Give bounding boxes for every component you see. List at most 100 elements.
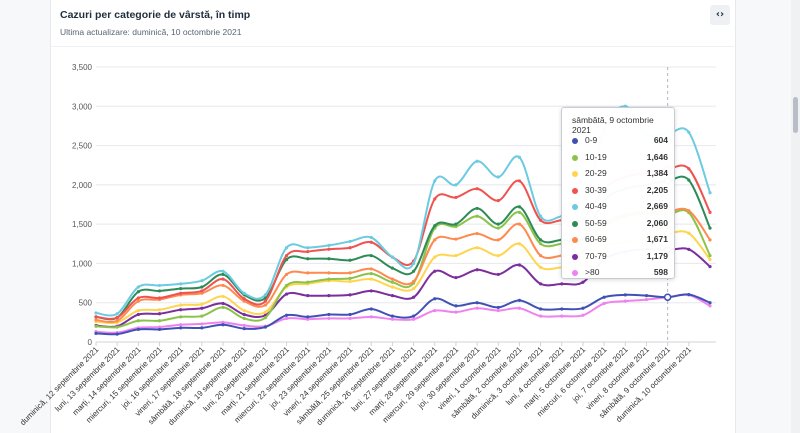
data-point [348,312,352,317]
data-point [687,130,691,134]
data-point [708,301,712,305]
data-point [433,238,437,242]
data-point [687,167,691,171]
data-point [136,308,140,313]
y-tick-label: 2,000 [72,181,93,190]
data-point [687,292,691,297]
data-point [115,312,119,316]
data-point [454,275,458,280]
data-point [581,313,585,317]
data-point [369,277,373,281]
data-point [708,191,712,195]
data-point [433,269,437,273]
data-point [306,315,310,319]
header-divider [50,46,734,47]
data-point [221,272,225,277]
series-line->80 [95,293,711,334]
data-point [284,257,289,262]
data-point [327,271,331,275]
data-point [496,226,500,230]
tooltip-row: >80 598 [572,266,668,280]
data-point [200,322,204,326]
data-point [179,291,183,295]
data-point [242,323,246,328]
data-point [433,308,437,313]
data-point [687,247,691,251]
data-point [157,283,162,288]
data-point [433,224,437,228]
data-point [263,293,267,297]
data-point [390,285,395,289]
data-point [539,242,543,246]
last-update-subtitle: Ultima actualizare: duminică, 10 octombr… [60,27,242,37]
series-dot-icon [572,270,578,276]
data-point [687,231,691,235]
data-point [306,250,310,254]
chart-title: Cazuri per categorie de vârstă, în timp [60,9,251,21]
data-point [200,306,204,310]
data-point [348,246,352,250]
data-point [496,272,500,277]
y-tick-label: 1,000 [72,259,93,268]
data-point [200,291,204,295]
data-point [327,247,331,251]
tooltip-series-value: 1,384 [646,168,668,178]
data-point [517,205,522,209]
data-point [179,326,183,330]
data-point [136,327,140,332]
data-point [94,324,98,328]
data-point [221,323,225,327]
data-point [560,282,564,286]
data-point [369,272,373,276]
scrollbar-thumb[interactable] [793,97,798,133]
data-point [369,240,373,244]
y-tick-label: 3,500 [72,63,93,72]
data-point [179,286,183,291]
data-point [136,290,140,294]
data-point [517,155,522,159]
data-point [433,197,437,201]
data-point [539,307,543,311]
data-point [242,316,246,321]
data-point [369,267,373,271]
data-point [475,187,479,191]
data-point [496,198,500,203]
data-point [517,306,522,310]
data-point [306,257,310,261]
y-tick-label: 1,500 [72,220,93,229]
data-point [242,308,246,313]
data-point [284,316,289,321]
expand-code-button[interactable]: ‹› [710,5,730,25]
data-point [475,301,479,305]
chart-tooltip: sâmbătă, 9 octombrie 2021 0-9 604 10-19 1,6… [561,107,675,279]
tooltip-row: 60-69 1,671 [572,233,668,247]
data-point [687,209,691,213]
data-point [242,312,246,317]
tooltip-series-label: 60-69 [585,234,607,244]
data-point [539,238,543,242]
data-point [157,325,162,329]
data-point [496,305,500,310]
tooltip-series-value: 1,646 [646,151,668,162]
data-point [327,294,331,298]
data-point [454,304,458,308]
data-point [390,255,395,259]
series-dot-icon [572,237,578,243]
data-point [454,224,458,229]
data-point [348,271,352,275]
data-point [157,296,162,300]
data-point [200,314,204,318]
data-point [708,238,712,242]
data-point [284,253,289,258]
data-point [284,246,289,250]
data-point [454,237,458,241]
data-point [411,295,416,299]
data-point [560,314,564,318]
data-point [284,292,289,296]
data-point [306,294,310,298]
page-scrollbar[interactable] [791,0,800,433]
series-dot-icon [572,220,578,227]
data-point [390,317,395,321]
data-point [496,308,500,313]
